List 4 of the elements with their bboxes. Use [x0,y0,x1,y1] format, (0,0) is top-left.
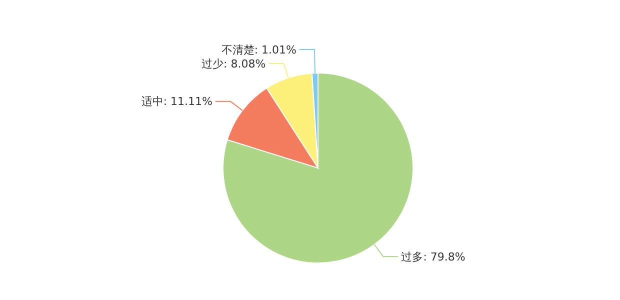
slice-label: 过多: 79.8% [401,250,466,264]
slice-label: 适中: 11.11% [141,95,212,108]
slice-label: 过少: 8.08% [202,57,266,70]
slice-label: 不清楚: 1.01% [221,43,297,56]
